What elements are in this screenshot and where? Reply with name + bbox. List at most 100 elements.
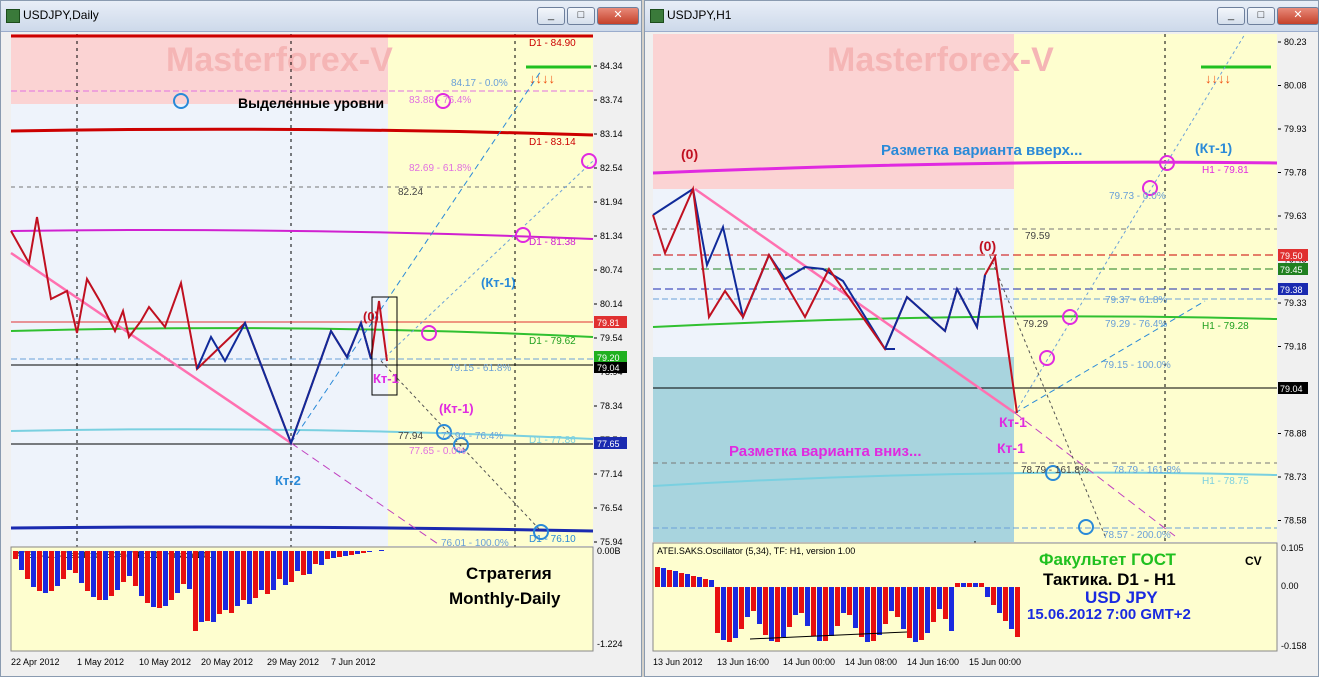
lower-scenario-note: Разметка варианта вниз... — [729, 443, 922, 460]
oscillator-bar — [235, 551, 240, 606]
osc-tick: -0.158 — [1281, 641, 1307, 651]
price-tag — [594, 437, 627, 449]
oscillator-bar — [799, 587, 804, 613]
price-tag-text: 79.04 — [1280, 384, 1303, 394]
right-titlebar[interactable]: USDJPY,H1 _ □ ✕ — [645, 1, 1319, 32]
svg-text:(Кт-1): (Кт-1) — [1195, 140, 1232, 156]
price-tick-label: 79.54 — [600, 333, 623, 343]
oscillator-bar — [277, 551, 282, 579]
tactic-label: Тактика. D1 - H1 — [1043, 570, 1176, 589]
price-tick-label: 84.34 — [600, 61, 623, 71]
oscillator-bar — [367, 551, 372, 552]
oscillator-bar — [931, 587, 936, 622]
oscillator-label: ATEI.SAKS.Oscillator (5,34), TF: H1, ver… — [657, 546, 855, 556]
price-tick-label: 79.33 — [1284, 298, 1307, 308]
oscillator-bar — [997, 587, 1002, 613]
oscillator-bar — [1003, 587, 1008, 621]
oscillator-bar — [865, 587, 870, 642]
oscillator-bar — [733, 587, 738, 638]
marker-circle — [436, 424, 452, 440]
maximize-button[interactable]: □ — [567, 7, 595, 25]
oscillator-bar — [925, 587, 930, 633]
oscillator-bar — [193, 551, 198, 631]
marker-circle — [533, 524, 549, 540]
right-date-axis: 13 Jun 2012 13 Jun 16:00 14 Jun 00:00 14 Ju… — [653, 657, 1021, 667]
oscillator-bar — [247, 551, 252, 604]
svg-text:79.15 - 61.8%: 79.15 - 61.8% — [449, 363, 511, 374]
minimize-button[interactable]: _ — [1217, 7, 1245, 25]
marker-circle — [421, 325, 437, 341]
trend-line — [10, 251, 292, 445]
svg-text:Кт-2: Кт-2 — [275, 473, 301, 488]
oscillator-bar — [79, 551, 84, 583]
oscillator-bar — [685, 574, 690, 587]
oscillator-bar — [211, 551, 216, 622]
right-level-labels: H1 - 79.81 79.73 - 0.0% 79.59 79.37 - 61… — [1021, 165, 1249, 541]
price-tick-label: 81.34 — [600, 231, 623, 241]
fibo-line — [1014, 300, 1206, 414]
oscillator-bar — [949, 587, 954, 631]
fibo-line — [989, 255, 1106, 537]
right-window-title: USDJPY,H1 — [667, 8, 732, 22]
fibo-line — [1014, 412, 1176, 537]
oscillator-bar — [151, 551, 156, 607]
price-tick-label: 79.78 — [1284, 168, 1307, 178]
date-tick-label: 20 May 2012 — [201, 657, 253, 667]
close-button[interactable]: ✕ — [1277, 7, 1319, 25]
oscillator-bar — [811, 587, 816, 636]
maximize-button[interactable]: □ — [1247, 7, 1275, 25]
price-tick-label: 78.34 — [600, 401, 623, 411]
oscillator-bar — [745, 587, 750, 617]
oscillator-bar — [157, 551, 162, 608]
minimize-button[interactable]: _ — [537, 7, 565, 25]
oscillator-bar — [319, 551, 324, 565]
oscillator-bar — [973, 583, 978, 587]
osc-tick: 0.00 — [1281, 581, 1299, 591]
svg-text:78.79 - 161.8%: 78.79 - 161.8% — [1113, 465, 1181, 476]
left-chart-window: USDJPY,Daily _ □ ✕ Masterforex-V ↓↓↓↓ — [0, 0, 642, 677]
left-chart[interactable]: Masterforex-V ↓↓↓↓ — [1, 31, 641, 677]
price-tick-label: 75.94 — [600, 537, 623, 547]
oscillator-bar — [127, 551, 132, 576]
oscillator-bar — [757, 587, 762, 624]
oscillator-bar — [283, 551, 288, 585]
right-chart[interactable]: Masterforex-V ↓↓↓↓ Раз — [645, 31, 1318, 677]
svg-text:82.24: 82.24 — [398, 187, 423, 198]
oscillator-bar — [301, 551, 306, 575]
left-level-labels: D1 - 84.90 84.17 - 0.0% 83.88 - 76.4% D1… — [398, 38, 576, 549]
svg-text:77.94 - 76.4%: 77.94 - 76.4% — [441, 431, 503, 442]
chart-icon — [650, 9, 664, 23]
fibo-line — [380, 360, 542, 532]
price-tick-label: 79.18 — [1284, 342, 1307, 352]
left-titlebar[interactable]: USDJPY,Daily _ □ ✕ — [1, 1, 641, 32]
marker-circle — [1078, 519, 1094, 535]
levels-heading: Выделенные уровни — [238, 95, 384, 111]
price-tag-text: 79.50 — [1280, 251, 1303, 261]
marker-circle — [1062, 309, 1078, 325]
price-tag — [594, 351, 627, 363]
oscillator-bar — [103, 551, 108, 600]
oscillator-bar — [721, 587, 726, 640]
price-tick-label: 76.54 — [600, 503, 623, 513]
right-markers: (0) (0) (Кт-1) Кт-1 Кт-1 — [681, 140, 1232, 456]
close-button[interactable]: ✕ — [597, 7, 639, 25]
oscillator-bar — [19, 551, 24, 570]
date-tick-label: 14 Jun 00:00 — [783, 657, 835, 667]
date-tick-label: 13 Jun 2012 — [653, 657, 703, 667]
price-tag — [1278, 382, 1308, 394]
oscillator-bar — [121, 551, 126, 582]
oscillator-bar — [289, 551, 294, 582]
oscillator-bar — [55, 551, 60, 586]
oscillator-label: ATEI.SAKS.Oscillator (5,34), TF: D1, ver… — [15, 550, 213, 560]
oscillator-bar — [307, 551, 312, 574]
oscillator-bar — [943, 587, 948, 619]
level-line — [10, 127, 594, 137]
price-tag-text: 79.45 — [1280, 265, 1303, 275]
left-yellow-zone — [388, 34, 593, 546]
date-tick-label: 13 Jun 16:00 — [717, 657, 769, 667]
oscillator-bar — [1015, 587, 1020, 637]
oscillator-bar — [139, 551, 144, 596]
strategy-line-1: Стратегия — [466, 564, 552, 583]
price-tick-label: 78.88 — [1284, 429, 1307, 439]
svg-text:D1 - 79.62: D1 - 79.62 — [529, 336, 576, 347]
